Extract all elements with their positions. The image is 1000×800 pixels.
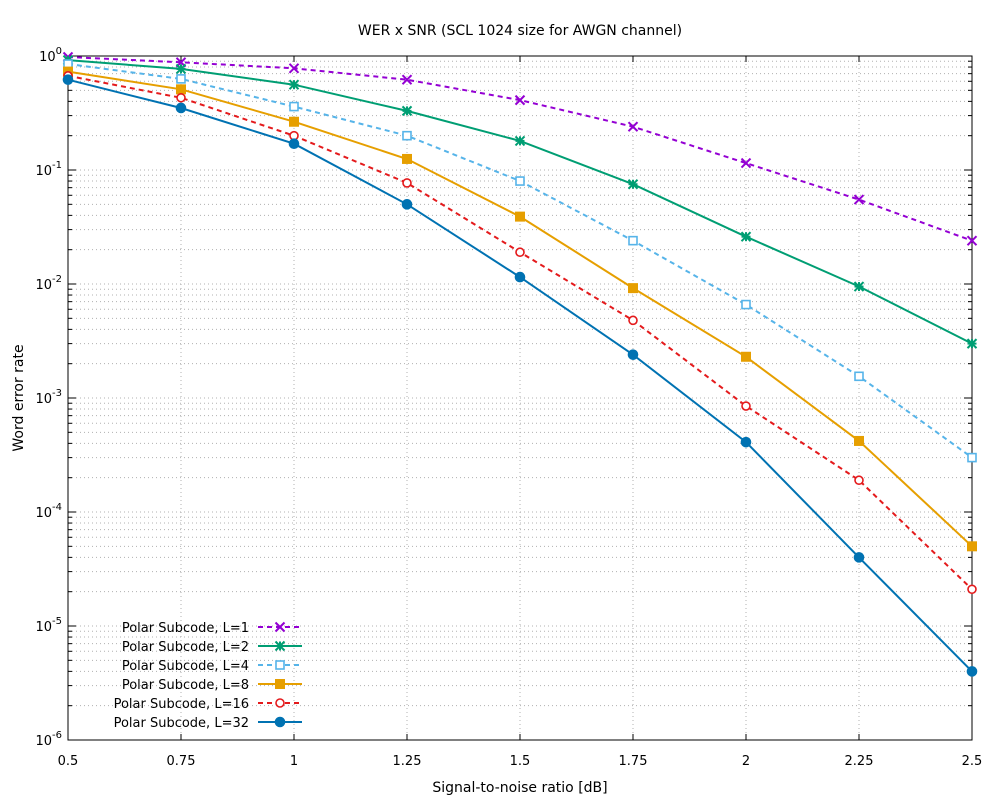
open-circle-marker [275, 698, 285, 708]
x-tick-label: 2.5 [962, 754, 983, 769]
x-tick-label: 2 [742, 754, 750, 769]
x-marker [740, 157, 752, 169]
x-marker [966, 235, 978, 246]
x-marker [627, 121, 639, 132]
filled-circle-marker [514, 271, 526, 283]
axis-ticks: 0.5 0.75 1 1.25 1.5 1.75 2 2.25 2.5 100 10-1 10-2 10… [35, 46, 982, 769]
filled-square-marker [515, 211, 525, 222]
filled-square-marker [275, 679, 285, 689]
legend-label: Polar Subcode, L=1 [122, 621, 249, 636]
series-4 [63, 66, 977, 552]
open-circle-marker [628, 315, 638, 326]
y-tick-label: 10-5 [35, 616, 62, 635]
filled-square-marker [289, 116, 299, 127]
star-marker [740, 231, 752, 242]
filled-square-marker [402, 153, 412, 164]
legend-item: Polar Subcode, L=32 [114, 716, 302, 731]
open-square-marker [275, 660, 285, 670]
x-tick-label: 1.75 [619, 754, 648, 769]
open-circle-marker [967, 584, 977, 595]
filled-square-marker [176, 84, 186, 95]
chart-title: WER x SNR (SCL 1024 size for AWGN channe… [358, 23, 682, 39]
x-marker [853, 194, 865, 205]
x-marker [514, 94, 526, 106]
filled-circle-marker [288, 138, 300, 150]
y-axis-label: Word error rate [11, 344, 27, 451]
y-tick-label: 10-4 [35, 502, 62, 521]
star-marker [966, 338, 978, 349]
filled-circle-marker [853, 552, 865, 563]
legend-item: Polar Subcode, L=2 [122, 640, 302, 655]
series-6 [62, 74, 978, 677]
filled-square-marker [967, 541, 977, 552]
y-tick-label: 10-1 [35, 160, 62, 179]
x-marker [274, 621, 286, 633]
star-marker [288, 79, 300, 90]
x-tick-label: 1.5 [510, 754, 531, 769]
open-square-marker [854, 371, 864, 382]
open-circle-marker [515, 247, 525, 258]
open-square-marker [176, 74, 186, 84]
legend-label: Polar Subcode, L=32 [114, 716, 249, 731]
open-circle-marker [741, 401, 751, 411]
legend-item: Polar Subcode, L=1 [122, 621, 302, 636]
series-2 [62, 54, 978, 349]
filled-square-marker [854, 435, 864, 446]
legend-item: Polar Subcode, L=16 [114, 697, 302, 712]
open-square-marker [402, 130, 412, 141]
series-layer [62, 51, 978, 677]
open-circle-marker [854, 475, 864, 486]
filled-square-marker [628, 283, 638, 294]
legend: Polar Subcode, L=1 Polar Subcode, L=2 Pola… [114, 621, 302, 731]
legend-label: Polar Subcode, L=2 [122, 640, 249, 655]
open-square-marker [967, 452, 977, 463]
open-square-marker [628, 235, 638, 246]
x-tick-label: 0.5 [58, 754, 79, 769]
star-marker [627, 179, 639, 190]
star-marker [514, 135, 526, 147]
legend-item: Polar Subcode, L=8 [122, 678, 302, 693]
x-tick-label: 1.25 [393, 754, 422, 769]
filled-circle-marker [62, 74, 74, 85]
x-tick-label: 2.25 [845, 754, 874, 769]
legend-label: Polar Subcode, L=16 [114, 697, 249, 712]
filled-circle-marker [274, 716, 286, 728]
legend-item: Polar Subcode, L=4 [122, 659, 302, 674]
filled-circle-marker [175, 102, 187, 114]
x-marker [401, 74, 413, 85]
x-axis-label: Signal-to-noise ratio [dB] [432, 780, 607, 796]
filled-circle-marker [740, 436, 752, 448]
star-marker [274, 640, 286, 652]
filled-circle-marker [627, 349, 639, 360]
open-square-marker [741, 299, 751, 310]
x-marker [288, 63, 300, 74]
x-tick-label: 0.75 [167, 754, 196, 769]
star-marker [401, 105, 413, 117]
y-tick-label: 100 [39, 46, 62, 65]
x-tick-label: 1 [290, 754, 298, 769]
y-tick-label: 10-6 [35, 730, 62, 749]
series-line [67, 59, 973, 345]
y-tick-label: 10-3 [35, 388, 62, 407]
filled-square-marker [741, 351, 751, 362]
legend-label: Polar Subcode, L=8 [122, 678, 249, 693]
open-square-marker [515, 176, 525, 186]
legend-label: Polar Subcode, L=4 [122, 659, 249, 674]
series-3 [63, 59, 977, 463]
star-marker [175, 63, 187, 75]
filled-circle-marker [401, 199, 413, 210]
y-tick-label: 10-2 [35, 274, 62, 293]
star-marker [853, 281, 865, 292]
grid [68, 56, 972, 740]
open-circle-marker [176, 92, 186, 103]
filled-circle-marker [966, 666, 978, 677]
open-square-marker [289, 101, 299, 112]
open-circle-marker [402, 178, 412, 188]
